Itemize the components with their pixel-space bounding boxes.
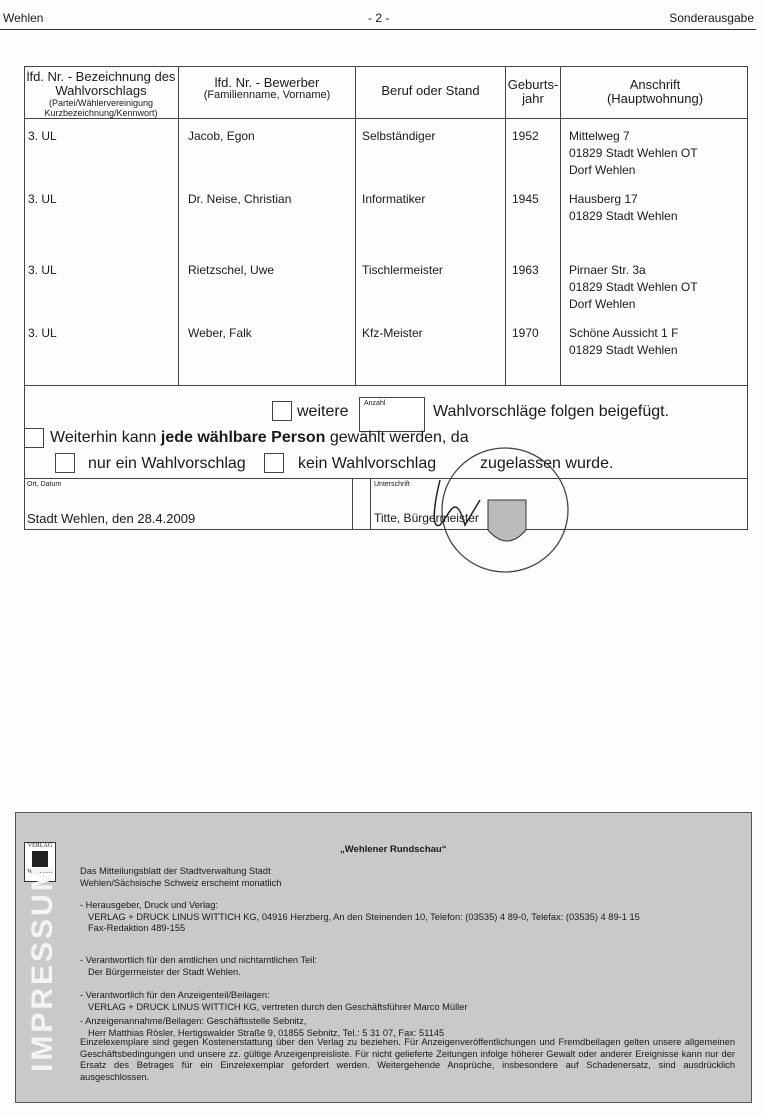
nur-ein-checkbox[interactable] xyxy=(55,453,75,473)
col-header-beruf: Beruf oder Stand xyxy=(381,83,480,98)
intro-line: Das Mitteilungsblatt der Stadtverwaltung… xyxy=(80,866,271,876)
weiterhin-post: gewählt werden, da xyxy=(325,429,469,446)
column-divider xyxy=(355,66,356,385)
nur-ein-label: nur ein Wahlvorschlag xyxy=(88,455,246,472)
cell-anschrift-line: Pirnaer Str. 3a xyxy=(569,263,646,277)
weiterhin-bold: jede wählbare Person xyxy=(160,429,326,446)
candidate-table xyxy=(24,66,748,530)
cell-beruf: Selbständiger xyxy=(362,129,436,143)
cell-anschrift-line: 01829 Stadt Wehlen OT xyxy=(569,280,698,294)
ort-value: Stadt Wehlen, den 28.4.2009 xyxy=(27,511,196,526)
cell-beruf: Informatiker xyxy=(362,192,426,206)
column-divider xyxy=(560,66,561,385)
column-divider xyxy=(505,66,506,385)
weiterhin-pre: Weiterhin kann xyxy=(50,429,161,446)
col-header-main: lfd. Nr. - Bewerber xyxy=(214,75,320,90)
coat-of-arms-icon xyxy=(487,499,527,542)
impressum-item-line: VERLAG + DRUCK LINUS WITTICH KG, 04916 H… xyxy=(88,911,640,922)
col-header-main: lfd. Nr. - Bezeichnung des Wahlvorschlag… xyxy=(26,69,176,98)
cell-beruf: Kfz-Meister xyxy=(362,326,423,340)
unterschrift-value: Titte, Bürgermeister xyxy=(374,511,479,525)
signature-scribble xyxy=(433,479,481,527)
ort-label: Ort, Datum xyxy=(27,481,62,488)
seal-circle xyxy=(441,447,569,573)
cell-vorschlag: 3. UL xyxy=(28,263,57,277)
table-bottom-divider xyxy=(24,385,748,386)
cell-anschrift-line: 01829 Stadt Wehlen xyxy=(569,209,678,223)
header-row-divider xyxy=(24,118,748,119)
official-seal-stamp xyxy=(433,447,569,573)
cell-jahr: 1963 xyxy=(512,263,539,277)
anzahl-label: Anzahl xyxy=(364,400,386,407)
col-header-sub: (Familienname, Vorname) xyxy=(203,89,331,101)
impressum-item-line: - Herausgeber, Druck und Verlag: xyxy=(80,900,218,910)
cell-name: Jacob, Egon xyxy=(188,129,255,143)
weitere-checkbox[interactable] xyxy=(272,401,292,421)
intro-line: Wehlen/Sächsische Schweiz erscheint mona… xyxy=(80,877,282,888)
impressum-side-title: IMPRESSUM xyxy=(26,863,59,1072)
header-right: Sonderausgabe xyxy=(669,11,754,25)
header-divider xyxy=(0,29,756,30)
cell-name: Weber, Falk xyxy=(188,326,252,340)
impressum-item: - Verantwortlich für den amtlichen und n… xyxy=(80,955,317,978)
impressum-item-line: - Verantwortlich für den amtlichen und n… xyxy=(80,955,318,965)
signature-divider xyxy=(370,478,371,530)
impressum-item-line: - Anzeigenannahme/Beilagen: Geschäftsste… xyxy=(80,1016,307,1026)
cell-anschrift-line: Hausberg 17 xyxy=(569,192,638,206)
impressum-item: - Herausgeber, Druck und Verlag: VERLAG +… xyxy=(80,900,640,935)
column-divider xyxy=(178,66,179,385)
signature-divider xyxy=(352,478,353,530)
cell-vorschlag: 3. UL xyxy=(28,192,57,206)
page-number: - 2 - xyxy=(368,11,390,25)
cell-vorschlag: 3. UL xyxy=(28,129,57,143)
impressum-box xyxy=(15,812,752,1103)
col-header-sub: (Partei/Wählervereinigung Kurzbezeichnun… xyxy=(44,98,158,118)
impressum-item-line: Herr Matthias Rösler, Hertigswalder Stra… xyxy=(88,1027,445,1038)
logo-bottom-text: WITTICH xyxy=(27,869,53,875)
signature-row-divider xyxy=(24,478,748,479)
impressum-item: - Verantwortlich für den Anzeigenteil/Be… xyxy=(80,990,467,1013)
impressum-item-line: Der Bürgermeister der Stadt Wehlen. xyxy=(88,966,241,977)
weiterhin-text: Weiterhin kann jede wählbare Person gewä… xyxy=(50,429,469,447)
unterschrift-label: Unterschrift xyxy=(374,481,410,488)
impressum-title: „Wehlener Rundschau“ xyxy=(340,844,447,855)
impressum-item-line: - Verantwortlich für den Anzeigenteil/Be… xyxy=(80,990,270,1000)
cell-jahr: 1945 xyxy=(512,192,539,206)
cell-name: Rietzschel, Uwe xyxy=(188,263,275,277)
cell-anschrift-line: Mittelweg 7 xyxy=(569,129,630,143)
col-header-bewerber: lfd. Nr. - Bewerber (Familienname, Vornam… xyxy=(180,75,354,101)
col-header-anschrift: Anschrift (Hauptwohnung) xyxy=(606,77,704,106)
cell-anschrift-line: 01829 Stadt Wehlen OT xyxy=(569,146,698,160)
logo-top-text: VERLAG xyxy=(27,843,53,849)
kein-label: kein Wahlvorschlag xyxy=(298,455,437,472)
col-header-vorschlag: lfd. Nr. - Bezeichnung des Wahlvorschlag… xyxy=(26,69,176,119)
kein-checkbox[interactable] xyxy=(264,453,284,473)
impressum-footer: Einzelexemplare sind gegen Kostenerstatt… xyxy=(80,1037,735,1082)
anzahl-field[interactable]: Anzahl xyxy=(359,397,425,432)
cell-name: Dr. Neise, Christian xyxy=(188,192,292,206)
folgen-text: Wahlvorschläge folgen beigefügt. xyxy=(433,403,669,420)
logo-mark-icon xyxy=(32,851,48,867)
cell-jahr: 1970 xyxy=(512,326,539,340)
header-left: Wehlen xyxy=(3,11,44,25)
cell-anschrift-line: Dorf Wehlen xyxy=(569,297,636,311)
impressum-item: - Anzeigenannahme/Beilagen: Geschäftsste… xyxy=(80,1016,444,1039)
cell-anschrift-line: 01829 Stadt Wehlen xyxy=(569,343,678,357)
cell-beruf: Tischlermeister xyxy=(362,263,443,277)
col-header-jahr: Geburts-jahr xyxy=(507,77,559,106)
impressum-intro: Das Mitteilungsblatt der Stadtverwaltung… xyxy=(80,866,281,889)
verlag-wittich-logo: VERLAG WITTICH xyxy=(24,842,56,882)
impressum-item-line: Fax-Redaktion 489-155 xyxy=(88,923,186,933)
cell-jahr: 1952 xyxy=(512,129,539,143)
impressum-item-line: VERLAG + DRUCK LINUS WITTICH KG, vertret… xyxy=(88,1001,468,1012)
cell-vorschlag: 3. UL xyxy=(28,326,57,340)
cell-anschrift-line: Dorf Wehlen xyxy=(569,163,636,177)
weiterhin-checkbox[interactable] xyxy=(24,428,44,448)
cell-anschrift-line: Schöne Aussicht 1 F xyxy=(569,326,679,340)
weitere-label: weitere xyxy=(297,403,349,420)
